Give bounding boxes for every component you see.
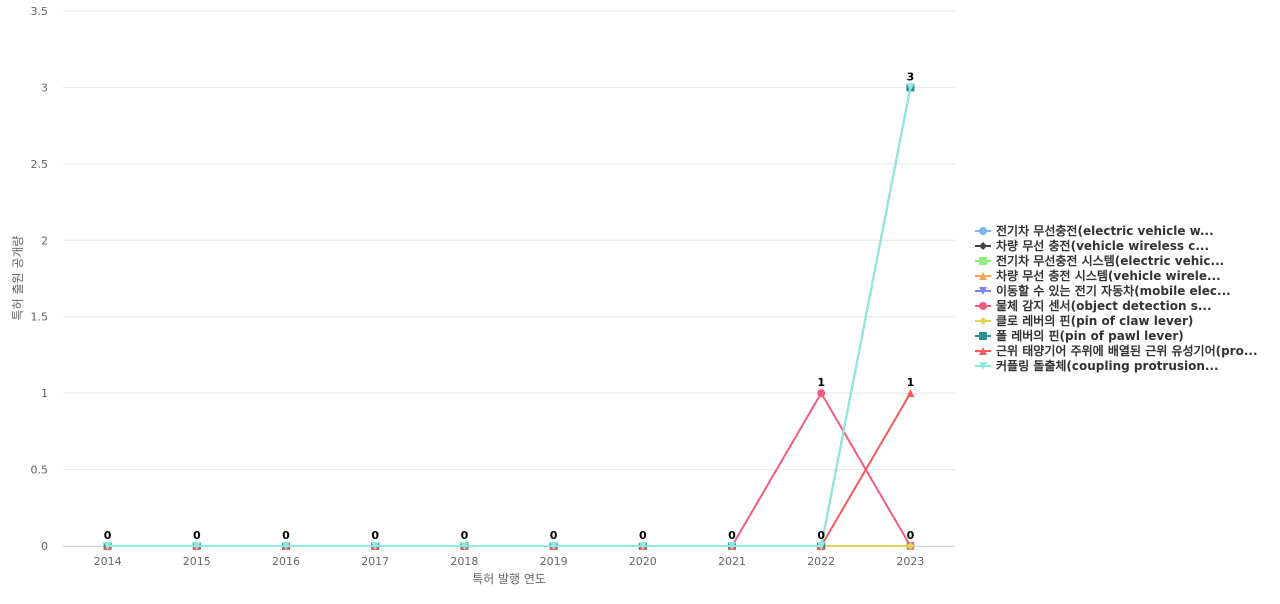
legend-marker [979,272,987,280]
legend-label: 이동할 수 있는 전기 자동차(mobile elec... [996,283,1231,298]
data-label: 0 [817,529,825,542]
legend-marker [979,302,987,310]
data-label: 0 [728,529,736,542]
legend-marker [979,362,987,370]
legend-marker [979,347,987,355]
legend-marker [979,227,987,235]
x-tick-label: 2016 [272,555,300,568]
data-label: 0 [371,529,379,542]
data-label: 0 [550,529,558,542]
marker [282,542,290,550]
legend-item: 클로 레버의 핀(pin of claw lever) [975,313,1193,328]
line [107,87,912,547]
y-tick-label: 2.5 [31,158,49,171]
legend-item: 근위 태양기어 주위에 배열된 근위 유성기어(pro... [975,343,1258,358]
legend-label: 근위 태양기어 주위에 배열된 근위 유성기어(pro... [996,343,1258,358]
legend-item: 차량 무선 충전(vehicle wireless c... [975,238,1209,253]
x-tick-label: 2022 [807,555,835,568]
y-tick-label: 3 [41,81,48,94]
legend-label: 전기차 무선충전 시스템(electric vehic... [996,253,1224,268]
legend-label: 차량 무선 충전(vehicle wireless c... [996,238,1209,253]
marker [817,389,826,398]
marker [906,83,915,92]
legend-marker [979,257,987,265]
data-label: 0 [461,529,469,542]
legend-label: 클로 레버의 핀(pin of claw lever) [996,313,1193,328]
marker [192,542,201,550]
x-tick-label: 2018 [450,555,478,568]
legend-marker [979,332,987,340]
x-tick-label: 2014 [94,555,122,568]
y-tick-label: 0 [41,540,48,553]
legend-item: 전기차 무선충전 시스템(electric vehic... [975,253,1224,268]
x-tick-label: 2017 [361,555,389,568]
legend-marker [979,242,987,250]
data-label: 0 [282,529,290,542]
data-label: 0 [104,529,112,542]
y-tick-label: 1 [41,387,48,400]
x-axis-title: 특허 발행 연도 [472,571,546,586]
data-label: 0 [193,529,201,542]
y-tick-label: 3.5 [31,5,49,18]
marker [906,542,915,550]
marker [371,542,380,550]
legend-label: 전기차 무선충전(electric vehicle w... [996,223,1214,238]
marker [817,542,826,550]
legend-marker [979,317,987,325]
data-label: 0 [639,529,647,542]
y-axis-title: 특허 출원 공개량 [11,236,25,321]
marker [549,542,558,550]
x-tick-label: 2021 [718,555,746,568]
legend-item: 전기차 무선충전(electric vehicle w... [975,223,1214,238]
x-tick-label: 2020 [629,555,657,568]
marker [460,542,469,550]
marker [638,542,647,550]
x-tick-label: 2023 [896,555,924,568]
x-tick-label: 2019 [540,555,568,568]
y-tick-label: 1.5 [31,311,49,324]
marker [728,542,736,550]
legend-marker [979,287,987,295]
data-label: 1 [907,376,915,389]
data-label: 0 [907,529,915,542]
legend-label: 커플링 돌출체(coupling protrusion... [996,358,1219,373]
data-label: 3 [907,70,915,83]
y-tick-label: 0.5 [31,464,49,477]
y-tick-label: 2 [41,234,48,247]
x-tick-label: 2015 [183,555,211,568]
data-label: 1 [817,376,825,389]
marker [103,542,112,550]
series [103,83,915,550]
legend-item: 차량 무선 충전 시스템(vehicle wirele... [975,268,1221,283]
legend-item: 커플링 돌출체(coupling protrusion... [975,358,1219,373]
legend-item: 폴 레버의 핀(pin of pawl lever) [975,328,1184,343]
legend-item: 물체 감지 센서(object detection s... [975,298,1212,313]
legend-label: 폴 레버의 핀(pin of pawl lever) [996,328,1184,343]
legend-label: 차량 무선 충전 시스템(vehicle wirele... [996,268,1221,283]
marker [906,389,915,398]
legend-label: 물체 감지 센서(object detection s... [996,298,1212,313]
legend-item: 이동할 수 있는 전기 자동차(mobile elec... [975,283,1231,298]
